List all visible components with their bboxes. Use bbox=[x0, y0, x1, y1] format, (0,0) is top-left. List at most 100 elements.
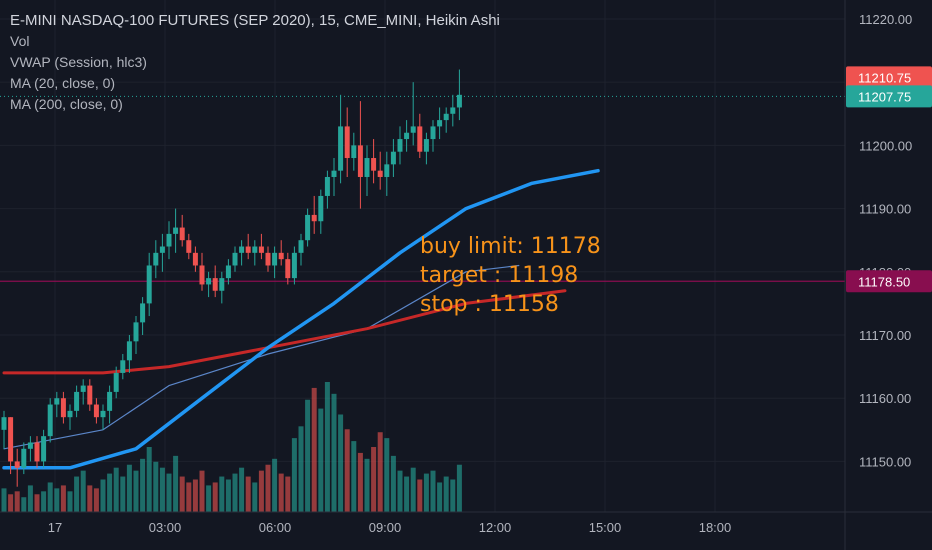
candle-body bbox=[179, 227, 185, 241]
annotation-stop: stop : 11158 bbox=[420, 292, 559, 317]
candle-body bbox=[357, 145, 363, 177]
annotation-buy-limit: buy limit: 11178 bbox=[420, 234, 601, 259]
volume-bar bbox=[173, 455, 179, 512]
volume-bar bbox=[390, 455, 396, 512]
volume-bar bbox=[219, 476, 225, 512]
study-ma200[interactable]: MA (200, close, 0) bbox=[10, 96, 123, 112]
volume-bar bbox=[258, 470, 264, 512]
volume-bar bbox=[272, 458, 278, 512]
candle-body bbox=[34, 442, 40, 462]
price-label-box-1 bbox=[846, 85, 932, 108]
volume-bar bbox=[298, 426, 304, 512]
volume-bar bbox=[397, 470, 403, 512]
volume-bar bbox=[153, 461, 159, 512]
time-tick-label: 17 bbox=[48, 520, 62, 535]
volume-bar bbox=[47, 482, 53, 512]
candle-body bbox=[265, 252, 271, 266]
candle-body bbox=[219, 278, 225, 291]
volume-bar bbox=[8, 494, 14, 512]
price-tick-label: 11220.00 bbox=[859, 12, 912, 27]
volume-bar bbox=[67, 491, 73, 512]
candle-body bbox=[245, 246, 251, 253]
candle-body bbox=[278, 252, 284, 260]
price-label-box-2 bbox=[846, 270, 932, 293]
volume-bar bbox=[80, 470, 86, 512]
volume-bar bbox=[318, 408, 324, 512]
candle-body bbox=[206, 278, 212, 285]
candle-body bbox=[192, 252, 198, 266]
candle-body bbox=[120, 360, 126, 373]
time-tick-label: 15:00 bbox=[589, 520, 622, 535]
volume-bar bbox=[212, 482, 218, 512]
candle-body bbox=[344, 126, 350, 159]
candle-body bbox=[258, 246, 264, 253]
volume-bar bbox=[305, 399, 311, 512]
volume-bar bbox=[74, 476, 80, 512]
volume-bar bbox=[107, 473, 113, 512]
volume-bar bbox=[27, 485, 33, 512]
volume-bar bbox=[410, 467, 416, 512]
volume-bar bbox=[338, 414, 344, 512]
candle-body bbox=[364, 158, 370, 177]
time-tick-label: 12:00 bbox=[479, 520, 512, 535]
candle-body bbox=[456, 94, 462, 108]
candle-body bbox=[41, 436, 47, 462]
candle-body bbox=[173, 227, 179, 234]
candle-body bbox=[423, 139, 429, 152]
candle-body bbox=[14, 461, 20, 468]
candle-body bbox=[311, 214, 317, 222]
volume-bar bbox=[371, 447, 377, 512]
volume-bar bbox=[199, 470, 205, 512]
volume-bar bbox=[245, 476, 251, 512]
candle-body bbox=[252, 246, 258, 253]
candle-body bbox=[397, 139, 403, 152]
study-vol[interactable]: Vol bbox=[10, 33, 30, 49]
candle-body bbox=[291, 252, 297, 279]
candle-body bbox=[371, 158, 377, 171]
volume-bar bbox=[384, 438, 390, 512]
study-vwap[interactable]: VWAP (Session, hlc3) bbox=[10, 54, 147, 70]
volume-bar bbox=[159, 467, 165, 512]
volume-bar bbox=[344, 429, 350, 512]
volume-bar bbox=[239, 467, 245, 512]
candle-body bbox=[318, 195, 324, 222]
volume-bar bbox=[21, 497, 27, 512]
volume-bar bbox=[41, 491, 47, 512]
candle-body bbox=[417, 126, 423, 152]
candle-body bbox=[166, 233, 172, 247]
candle-body bbox=[113, 372, 119, 392]
price-tick-label: 11200.00 bbox=[859, 138, 912, 153]
candle-body bbox=[239, 246, 245, 253]
price-tick-label: 11160.00 bbox=[859, 391, 911, 406]
volume-bar bbox=[1, 488, 7, 512]
volume-bar bbox=[87, 485, 93, 512]
volume-bar bbox=[417, 479, 423, 512]
volume-bar bbox=[456, 464, 462, 512]
candle-body bbox=[87, 385, 93, 405]
symbol-title: E-MINI NASDAQ-100 FUTURES (SEP 2020), 15… bbox=[10, 12, 500, 29]
volume-bar bbox=[179, 476, 185, 512]
candle-body bbox=[159, 246, 165, 253]
candle-body bbox=[153, 252, 159, 266]
volume-bar bbox=[100, 479, 106, 512]
candle-body bbox=[27, 442, 33, 449]
volume-bar bbox=[60, 485, 66, 512]
candle-body bbox=[74, 391, 80, 411]
candle-body bbox=[437, 120, 443, 127]
volume-bar bbox=[443, 476, 449, 512]
candle-body bbox=[54, 398, 60, 405]
study-ma20[interactable]: MA (20, close, 0) bbox=[10, 75, 116, 91]
candle-body bbox=[107, 391, 113, 411]
volume-bar bbox=[377, 432, 383, 512]
annotation-target: target : 11198 bbox=[420, 263, 579, 288]
candle-body bbox=[212, 278, 218, 291]
volume-bar bbox=[14, 491, 20, 512]
price-label-text-1: 11207.75 bbox=[858, 89, 911, 104]
candle-body bbox=[331, 170, 337, 177]
candle-body bbox=[410, 126, 416, 133]
volume-bar bbox=[291, 438, 297, 512]
candle-body bbox=[186, 240, 192, 253]
price-tick-label: 11170.00 bbox=[859, 328, 911, 343]
candle-body bbox=[225, 265, 231, 279]
